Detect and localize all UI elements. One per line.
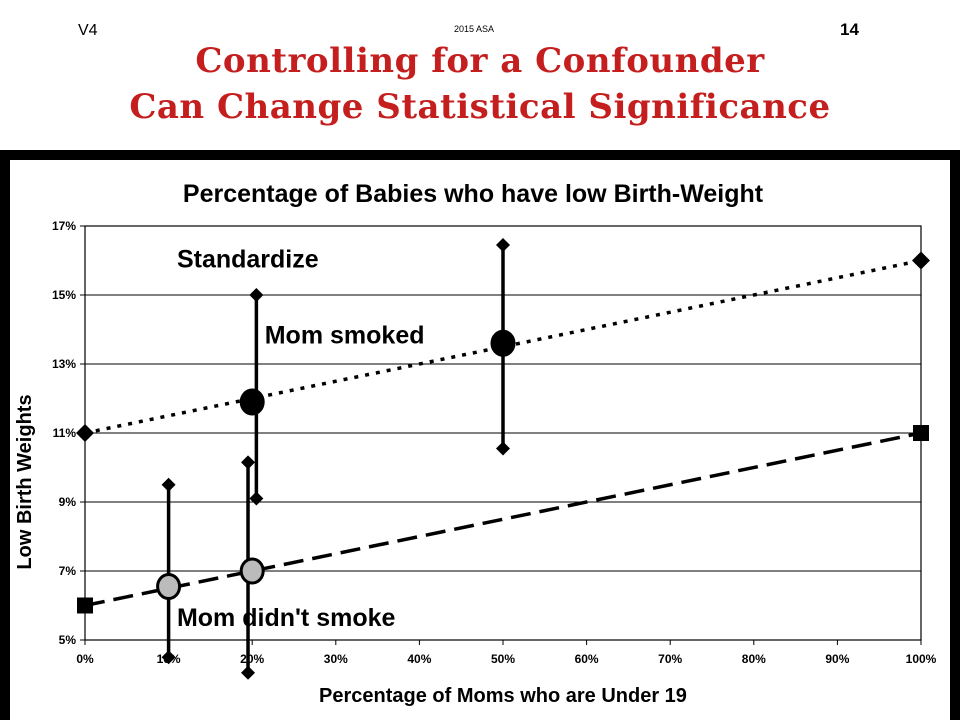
series-lines [84,258,922,608]
series-markers [76,251,930,614]
y-tick-label-0: 5% [59,633,77,647]
x-axis-ticks: 0%10%20%30%40%50%60%70%80%90%100% [76,640,937,666]
x-tick-label-8: 80% [742,652,766,666]
annotation-2: Mom didn't smoke [177,604,396,632]
page-number: 14 [840,20,859,39]
data-point-3 [239,557,265,585]
y-tick-label-6: 17% [52,219,76,233]
x-tick-label-9: 90% [825,652,849,666]
error-bar-cap-low-2 [161,650,176,665]
x-tick-label-6: 60% [575,652,599,666]
y-axis-title: Low Birth Weights [14,394,36,569]
error-bar-cap-high-2 [161,477,176,492]
error-bar-cap-high-1 [496,237,510,252]
annotation-1: Mom smoked [265,321,425,349]
x-tick-label-3: 30% [324,652,348,666]
x-tick-label-10: 100% [906,652,937,666]
series-line-dashed [84,431,922,608]
series-marker-dotted-0 [76,424,94,442]
slide-title-line-2: Can Change Statistical Significance [129,87,831,127]
slide-title-line-1: Controlling for a Confounder [195,41,765,81]
data-points [156,329,516,601]
y-tick-label-2: 9% [59,495,77,509]
series-marker-dashed-0 [77,597,93,614]
data-point-0 [239,388,265,416]
y-axis-ticks: 5% 7% 9% 11% 13% 15% 17% [52,219,85,647]
data-point-2 [156,573,182,601]
error-bar-cap-high-0 [249,288,264,302]
error-bar-cap-low-3 [241,665,256,680]
chart-frame: 0%10%20%30%40%50%60%70%80%90%100% 5%7%9%… [0,150,960,720]
error-bar-cap-low-0 [249,491,264,506]
error-bar-cap-high-3 [241,455,256,470]
footer-text: 2015 ASA [454,24,495,34]
y-tick-label-5: 15% [52,288,76,302]
series-marker-dotted-1 [912,251,930,270]
version-label: V4 [78,22,98,39]
slide-title: Controlling for a Confounder Can Change … [0,38,960,130]
x-tick-label-7: 70% [658,652,682,666]
x-tick-label-5: 50% [491,652,515,666]
chart-title: Percentage of Babies who have low Birth-… [183,180,764,208]
chart: 0%10%20%30%40%50%60%70%80%90%100% 5%7%9%… [14,180,937,707]
error-bar-cap-low-1 [496,441,510,456]
x-tick-label-2: 20% [240,652,264,666]
x-tick-label-4: 40% [407,652,431,666]
y-tick-label-1: 7% [59,564,77,578]
data-point-1 [490,329,516,357]
y-tick-label-4: 13% [52,357,76,371]
series-marker-dashed-1 [913,425,929,441]
y-tick-label-3: 11% [53,426,77,440]
x-axis-title: Percentage of Moms who are Under 19 [319,685,687,707]
annotation-0: Standardize [177,245,319,273]
annotations: Standardize Mom smoked Mom didn't smoke [177,245,425,632]
x-tick-label-0: 0% [76,652,94,666]
